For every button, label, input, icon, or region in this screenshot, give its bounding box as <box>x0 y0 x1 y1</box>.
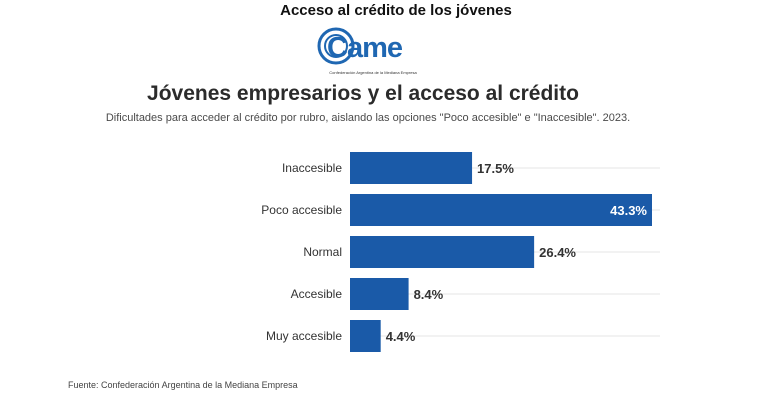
category-label: Accesible <box>291 287 343 301</box>
value-label: 26.4% <box>539 245 576 260</box>
page-title: Acceso al crédito de los jóvenes <box>280 2 512 19</box>
chart-source: Fuente: Confederación Argentina de la Me… <box>68 380 298 390</box>
came-logo: Came Confederación Argentina de la Media… <box>317 27 417 75</box>
bar <box>350 278 409 310</box>
logo-ring-inner-icon <box>324 34 348 58</box>
value-label: 4.4% <box>386 329 416 344</box>
bar <box>350 236 535 268</box>
bar <box>350 152 473 184</box>
category-label: Poco accesible <box>261 203 342 217</box>
logo-tagline: Confederación Argentina de la Mediana Em… <box>329 70 417 75</box>
logo-wordmark: Came <box>327 32 403 64</box>
value-label: 8.4% <box>414 287 444 302</box>
value-label: 43.3% <box>610 203 647 218</box>
bar <box>350 320 381 352</box>
chart-subtitle: Dificultades para acceder al crédito por… <box>105 112 631 124</box>
chart-title: Jóvenes empresarios y el acceso al crédi… <box>147 82 579 105</box>
category-label: Muy accesible <box>266 329 342 343</box>
category-label: Inaccesible <box>282 161 342 175</box>
value-label: 17.5% <box>477 161 514 176</box>
bar <box>350 194 652 226</box>
category-label: Normal <box>303 245 342 259</box>
logo-ring-icon <box>317 27 355 65</box>
